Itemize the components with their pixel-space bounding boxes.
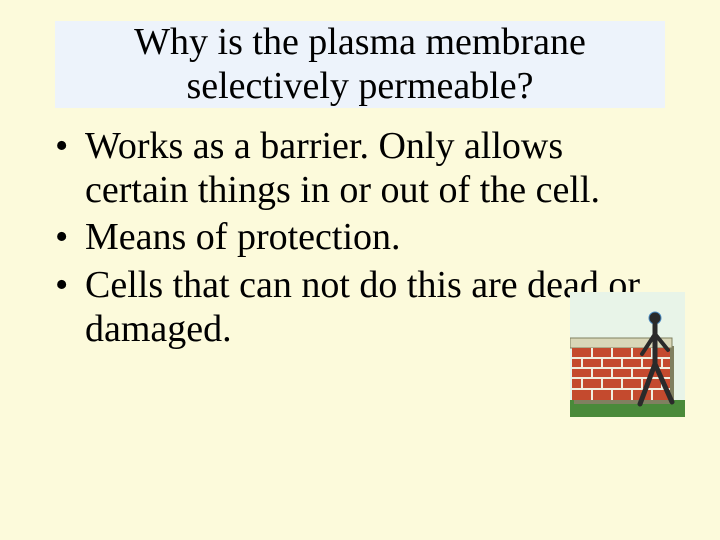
list-item: • Works as a barrier. Only allows certai… <box>55 125 665 212</box>
wall-person-clipart <box>570 292 685 417</box>
bullet-marker: • <box>55 216 85 260</box>
slide-title: Why is the plasma membrane selectively p… <box>55 21 665 108</box>
bullet-text: Works as a barrier. Only allows certain … <box>85 125 665 212</box>
bullet-marker: • <box>55 264 85 351</box>
bullet-marker: • <box>55 125 85 212</box>
clipart-svg <box>570 292 685 417</box>
bullet-text: Means of protection. <box>85 216 665 260</box>
list-item: • Means of protection. <box>55 216 665 260</box>
